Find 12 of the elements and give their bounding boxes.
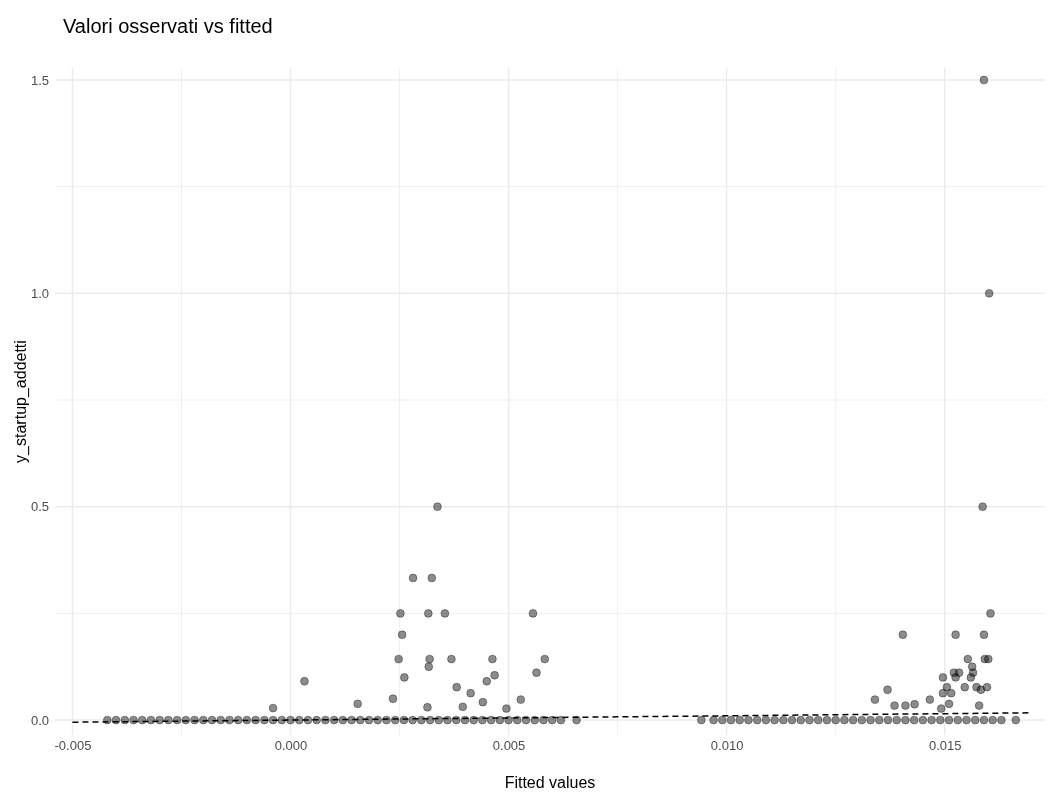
y-tick-label: 1.5 bbox=[30, 72, 49, 88]
x-tick-label: 0.015 bbox=[928, 738, 962, 754]
x-tick-label: -0.005 bbox=[54, 738, 92, 754]
y-tick-label: 0.0 bbox=[30, 712, 49, 728]
y-axis-title: y_startup_addetti bbox=[12, 340, 30, 463]
x-tick-label: 0.005 bbox=[492, 738, 526, 754]
y-tick-label: 0.5 bbox=[30, 499, 49, 515]
x-tick-label: 0.000 bbox=[274, 738, 308, 754]
y-tick-label: 1.0 bbox=[30, 285, 49, 301]
x-axis-title: Fitted values bbox=[504, 774, 596, 791]
x-tick-label: 0.010 bbox=[710, 738, 744, 754]
chart-title: Valori osservati vs fitted bbox=[63, 15, 273, 37]
